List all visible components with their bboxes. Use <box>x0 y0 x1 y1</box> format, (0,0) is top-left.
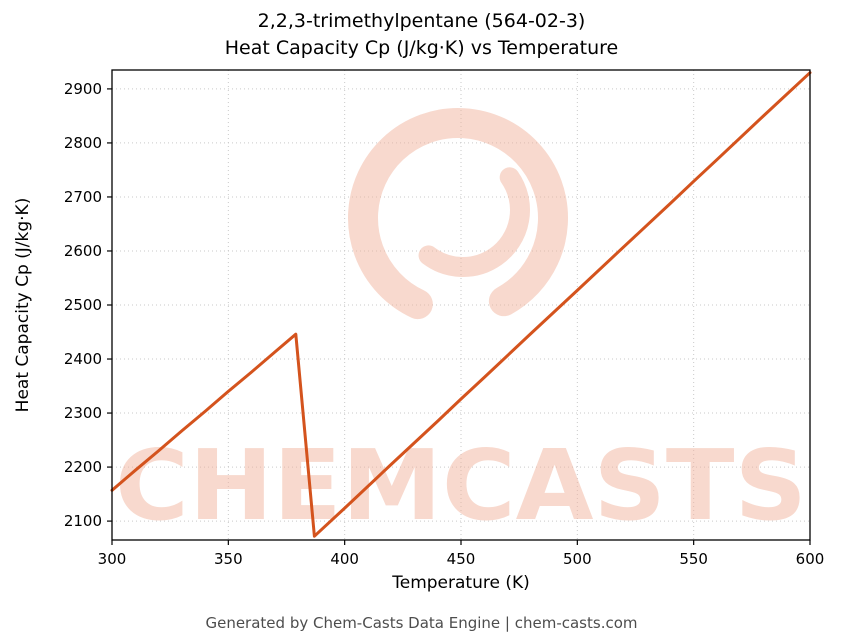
svg-text:600: 600 <box>796 550 825 568</box>
svg-text:2100: 2100 <box>64 512 102 530</box>
x-axis-ticks: 300 350 400 450 500 550 600 <box>98 540 825 568</box>
svg-text:2500: 2500 <box>64 296 102 314</box>
svg-text:2200: 2200 <box>64 458 102 476</box>
watermark-text: CHEMCASTS <box>115 429 807 542</box>
svg-text:350: 350 <box>214 550 243 568</box>
svg-text:550: 550 <box>679 550 708 568</box>
chart-title-line1: 2,2,3-trimethylpentane (564-02-3) <box>257 10 586 32</box>
chart-title: 2,2,3-trimethylpentane (564-02-3) Heat C… <box>0 8 843 62</box>
svg-text:400: 400 <box>330 550 359 568</box>
svg-text:2300: 2300 <box>64 404 102 422</box>
svg-text:2400: 2400 <box>64 350 102 368</box>
svg-text:300: 300 <box>98 550 127 568</box>
watermark: CHEMCASTS <box>115 108 807 542</box>
grid-lines <box>111 70 811 540</box>
x-axis-label: Temperature (K) <box>391 573 530 593</box>
svg-text:450: 450 <box>447 550 476 568</box>
footer-credit: Generated by Chem-Casts Data Engine | ch… <box>205 614 638 632</box>
y-axis-ticks: 2100 2200 2300 2400 2500 2600 2700 2800 2900 <box>64 80 112 530</box>
svg-text:2900: 2900 <box>64 80 102 98</box>
svg-text:500: 500 <box>563 550 592 568</box>
svg-text:2800: 2800 <box>64 134 102 152</box>
svg-text:2600: 2600 <box>64 242 102 260</box>
cp-data-line <box>110 71 812 538</box>
chemcasts-logo-icon <box>348 108 568 328</box>
chart-title-line2: Heat Capacity Cp (J/kg·K) vs Temperature <box>224 37 619 59</box>
y-axis-label: Heat Capacity Cp (J/kg·K) <box>13 198 33 413</box>
svg-text:2700: 2700 <box>64 188 102 206</box>
